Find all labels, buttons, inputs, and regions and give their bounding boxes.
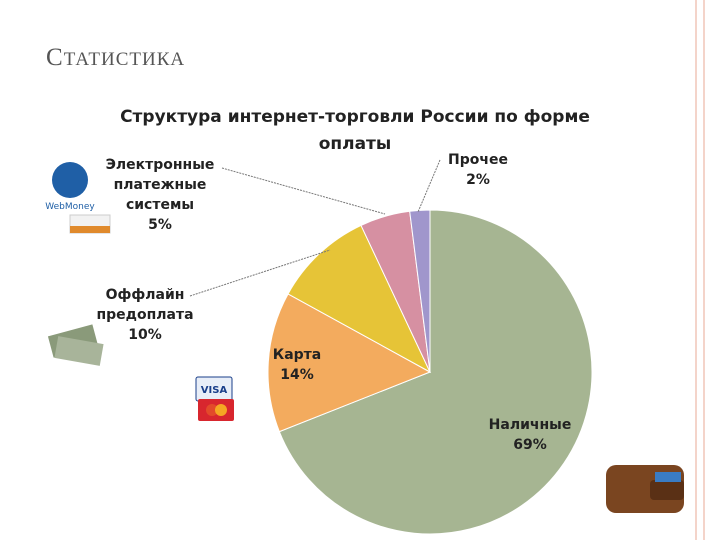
data-label: Прочее 2% (443, 150, 513, 190)
chart-title: Структура интернет-торговли России по фо… (120, 107, 590, 154)
value-label: 14% (280, 367, 314, 383)
category-label: Прочее (448, 152, 508, 168)
category-label: Оффлайн предоплата (96, 287, 194, 323)
leader-line (189, 249, 331, 297)
slice (267, 293, 432, 433)
cards-icon: VISA (195, 376, 234, 421)
data-label: Оффлайн предоплата 10% (90, 285, 200, 345)
leader-lines (189, 159, 441, 297)
leader-line (417, 159, 441, 213)
slice (278, 209, 593, 535)
data-label: Электронные платежные системы 5% (95, 155, 225, 235)
slice (409, 209, 431, 373)
svg-text:VISA: VISA (201, 385, 228, 396)
cash-icon (47, 324, 104, 366)
leader-line (221, 167, 386, 215)
category-label: Электронные платежные системы (105, 157, 215, 213)
value-label: 2% (466, 172, 490, 188)
value-label: 69% (513, 437, 547, 453)
data-label: Наличные 69% (475, 415, 585, 455)
wallet-icon (606, 465, 684, 513)
category-label: Наличные (488, 417, 572, 433)
pie (267, 209, 593, 535)
value-label: 10% (128, 327, 162, 343)
svg-text:WebMoney: WebMoney (45, 202, 95, 212)
webmoney-icon: WebMoney (45, 162, 111, 234)
slide-title: СТАТИСТИКА (46, 44, 186, 71)
data-label: Карта 14% (267, 345, 327, 385)
value-label: 5% (148, 217, 172, 233)
category-label: Карта (272, 347, 322, 363)
